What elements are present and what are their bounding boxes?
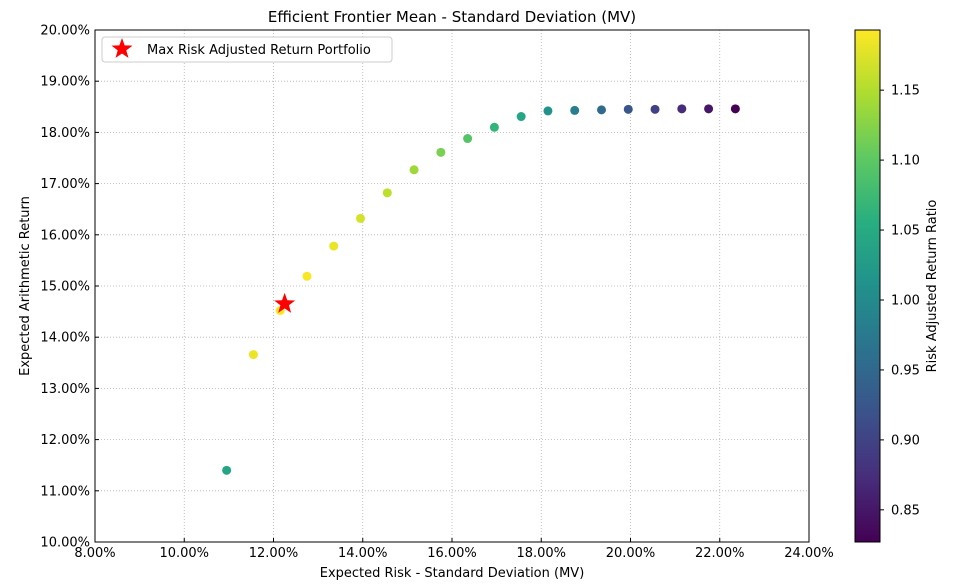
legend-label: Max Risk Adjusted Return Portfolio [147,43,371,58]
colorbar: 0.85 0.90 0.95 1.00 1.05 1.10 1.15 Risk Adjust… [854,29,940,543]
scatter-point [222,465,232,475]
x-tick-label: 14.00% [338,546,388,561]
scatter-point [623,104,633,114]
y-tick-label: 20.00% [40,24,90,39]
y-tick-label: 18.00% [40,126,90,141]
colorbar-ticks: 0.85 0.90 0.95 1.00 1.05 1.10 1.15 [880,84,920,518]
scatter-point [489,122,499,132]
scatter-point [650,104,660,114]
y-tick-label: 16.00% [40,228,90,243]
y-tick-label: 11.00% [40,484,90,499]
colorbar-tick-label: 1.00 [891,293,920,308]
scatter-point [382,188,392,198]
scatter-point [356,213,366,223]
x-tick-label: 8.00% [74,546,115,561]
x-tick-label: 16.00% [427,546,477,561]
max-risk-adjusted-star [274,292,296,313]
scatter-point [436,147,446,157]
scatter-point [596,105,606,115]
y-tick-label: 13.00% [40,382,90,397]
colorbar-label: Risk Adjusted Return Ratio [925,200,940,373]
chart-title: Efficient Frontier Mean - Standard Devia… [268,8,636,26]
colorbar-tick-label: 0.85 [891,503,920,518]
legend-box [101,36,393,63]
y-tick-label: 19.00% [40,75,90,90]
data-points [222,104,740,475]
colorbar-tick-label: 0.90 [891,433,920,448]
colorbar-tick-label: 1.10 [891,154,920,169]
scatter-point [730,104,740,114]
legend-star-icon [111,38,133,58]
y-tick-label: 10.00% [40,536,90,551]
colorbar-tick-label: 0.95 [891,363,920,378]
y-axis-label: Expected Arithmetic Return [18,196,33,376]
scatter-point [704,104,714,114]
scatter-point [570,105,580,115]
scatter-point [677,104,687,114]
grid [94,29,810,543]
colorbar-gradient [854,29,881,543]
x-tick-label: 12.00% [249,546,299,561]
x-tick-label: 24.00% [784,546,834,561]
x-tick-label: 22.00% [695,546,745,561]
scatter-point [302,271,312,281]
scatter-point [516,112,526,122]
y-tick-label: 15.00% [40,280,90,295]
scatter-point [329,241,339,251]
x-tick-label: 10.00% [159,546,209,561]
scatter-point [248,350,258,360]
x-tick-label: 18.00% [516,546,566,561]
legend: Max Risk Adjusted Return Portfolio [101,36,393,63]
colorbar-tick-label: 1.15 [891,84,920,99]
x-axis-label: Expected Risk - Standard Deviation (MV) [320,566,585,581]
scatter-point [543,106,553,116]
x-tick-label: 20.00% [606,546,656,561]
axes: 8.00% 10.00% 12.00% 14.00% 16.00% 18.00% 20.00… [40,24,833,562]
scatter-point [409,165,419,175]
y-tick-label: 12.00% [40,433,90,448]
colorbar-tick-label: 1.05 [891,224,920,239]
y-tick-label: 17.00% [40,177,90,192]
scatter-point [463,134,473,144]
y-tick-label: 14.00% [40,331,90,346]
